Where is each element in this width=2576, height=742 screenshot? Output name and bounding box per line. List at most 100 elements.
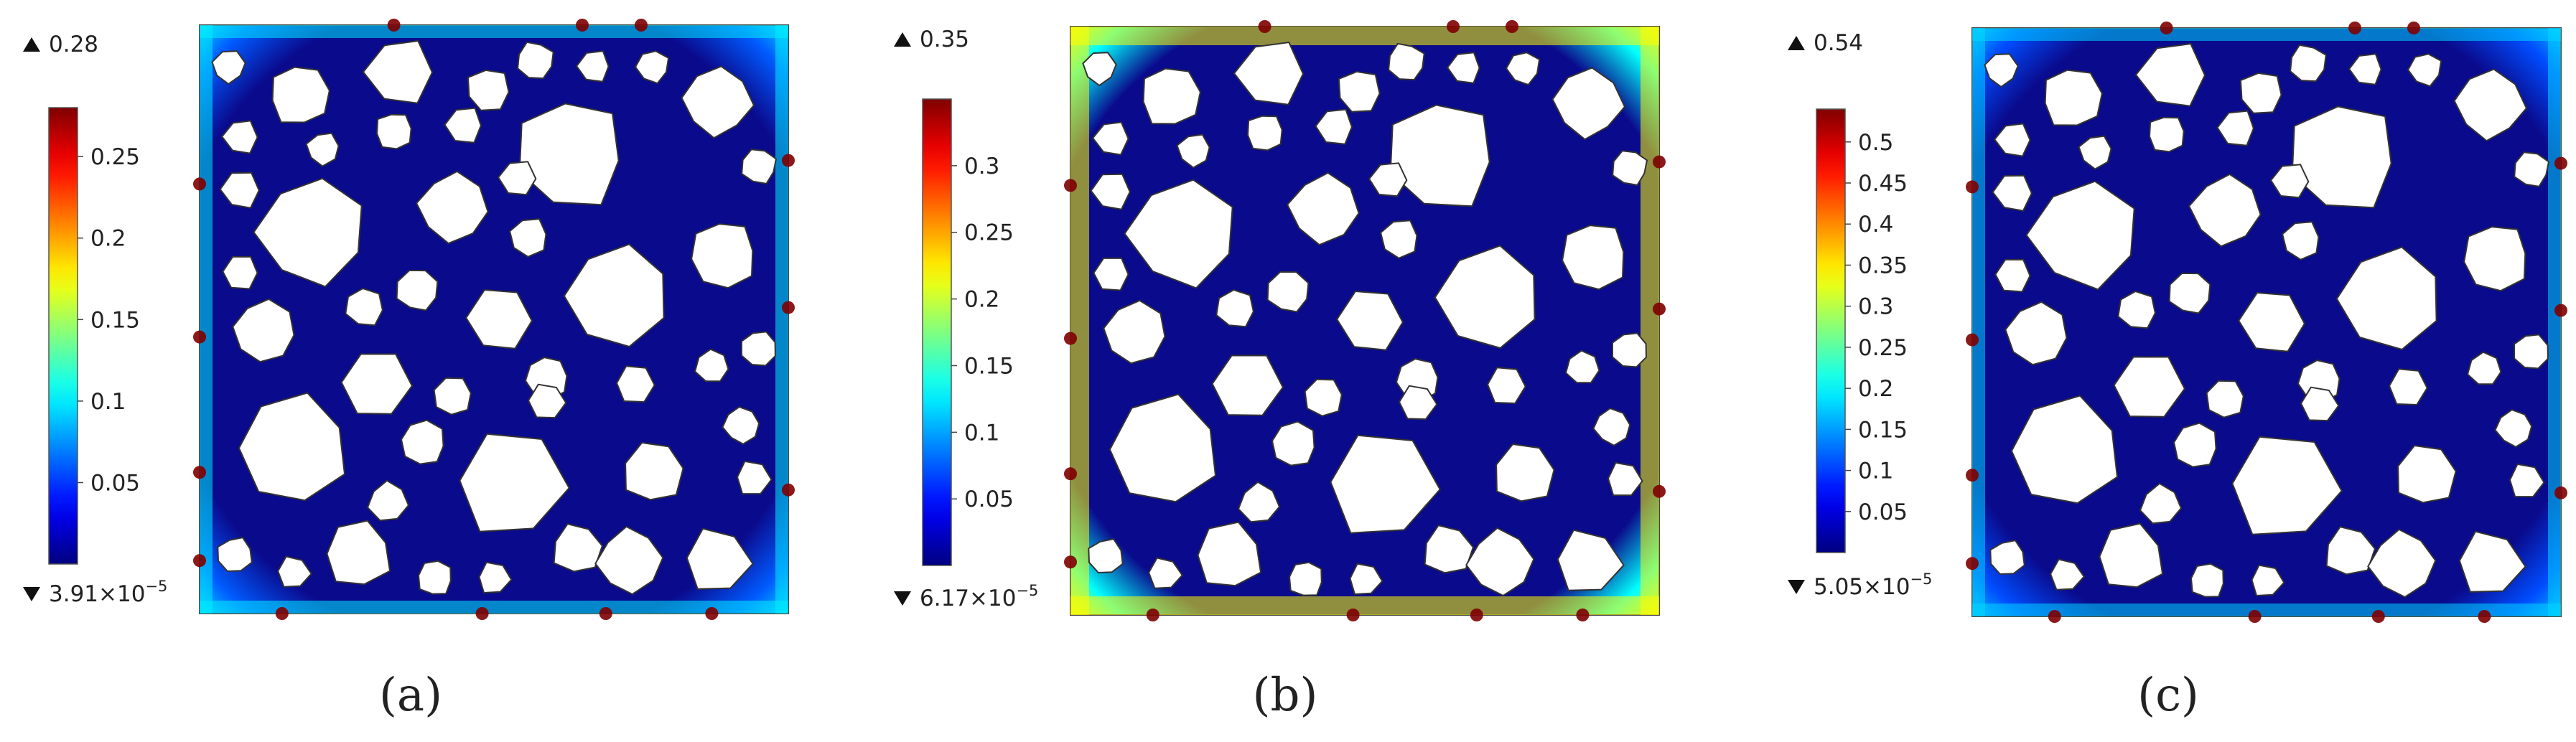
min-value-label-c: 5.05×10−5 — [1788, 570, 1932, 600]
aggregate-particle — [2251, 564, 2285, 597]
colorbar-tick-label: 0.25 — [1858, 335, 1908, 361]
edge-band-c — [1972, 28, 2561, 41]
aggregate-particle — [2514, 151, 2550, 188]
aggregate-particle — [736, 460, 773, 495]
aggregate-particle — [1288, 561, 1322, 596]
aggregate-particle — [2290, 44, 2327, 83]
aggregate-particle — [2044, 69, 2103, 126]
aggregate-particle — [2453, 68, 2528, 142]
aggregate-particle — [741, 149, 778, 185]
aggregate-particle — [238, 392, 346, 502]
aggregate-particle — [1266, 271, 1310, 313]
colorbar-tick-label: 0.2 — [1858, 376, 1893, 402]
colorbar-tick-label: 0.35 — [1858, 253, 1908, 278]
aggregate-particle — [1989, 539, 2025, 576]
stress-hotspot — [2554, 156, 2567, 170]
edge-band-b — [1070, 27, 1089, 615]
aggregate-particle — [2099, 522, 2164, 588]
stress-hotspot — [1576, 609, 1590, 621]
max-value-label-b: 0.35 — [894, 27, 969, 52]
aggregate-particle — [345, 287, 383, 327]
down-triangle-icon — [894, 591, 911, 606]
aggregate-particle — [2139, 482, 2183, 525]
stress-hotspot — [193, 554, 206, 568]
max-value-text: 0.54 — [1814, 30, 1863, 56]
colorbar-tick-label: 0.2 — [964, 287, 999, 313]
min-value-label-b: 6.17×10−5 — [894, 582, 1038, 611]
aggregate-particle — [1147, 557, 1183, 589]
edge-band-a — [200, 25, 213, 614]
aggregate-particle — [1246, 115, 1283, 151]
aggregate-particle — [1495, 443, 1555, 502]
aggregate-particle — [2239, 72, 2282, 114]
colorbar-tick-label: 0.05 — [1858, 499, 1908, 525]
aggregate-particle — [1486, 367, 1526, 405]
aggregate-particle — [2078, 135, 2112, 170]
aggregate-particle — [1398, 385, 1438, 421]
stress-hotspot — [1146, 609, 1159, 621]
aggregate-particle — [2514, 334, 2549, 370]
aggregate-particle — [1176, 133, 1210, 169]
stress-hotspot — [599, 607, 612, 620]
panel-c: 0.5 0.45 0.4 0.35 0.3 0.25 0.2 0.15 0.1 0.05 0.54 5… — [1788, 22, 2567, 722]
panel-b: 0.3 0.25 0.2 0.15 0.1 0.05 0.35 6.17×10−5 (b) — [894, 20, 1666, 722]
aggregate-particle — [722, 405, 760, 445]
edge-band-a — [200, 601, 788, 614]
aggregate-particle — [2325, 525, 2376, 576]
aggregate-particle — [211, 50, 246, 85]
colorbar-tick-label: 0.25 — [964, 220, 1014, 246]
min-value-text: 3.91×10−5 — [49, 578, 167, 607]
aggregate-particle — [2010, 395, 2119, 504]
aggregate-particle — [1389, 104, 1490, 207]
stress-hotspot — [1346, 609, 1360, 621]
aggregate-particle — [340, 353, 414, 415]
aggregate-particle — [433, 377, 472, 415]
aggregate-particle — [1237, 481, 1281, 523]
min-value-text: 5.05×10−5 — [1814, 570, 1932, 600]
aggregate-particle — [232, 298, 295, 363]
edge-band-a — [200, 25, 788, 38]
aggregate-particle — [2168, 272, 2211, 314]
aggregate-particle — [2367, 528, 2437, 598]
max-value-label-a: 0.28 — [23, 32, 98, 57]
aggregate-particle — [681, 65, 755, 139]
colorbar-tick-label: 0.15 — [90, 307, 140, 333]
panel-caption-c: (c) — [2137, 669, 2199, 722]
aggregate-particle — [1434, 245, 1536, 349]
aggregate-particle — [2397, 444, 2457, 504]
aggregate-particle — [2231, 436, 2343, 535]
stress-hotspot — [193, 177, 206, 191]
aggregate-particle — [1994, 258, 2031, 293]
up-triangle-icon — [1788, 36, 1805, 50]
stress-hotspot — [1447, 20, 1460, 33]
edge-band-b — [1641, 27, 1659, 615]
aggregate-particle — [625, 441, 684, 501]
panel-caption-b: (b) — [1253, 669, 1318, 722]
aggregate-particle — [1992, 174, 2033, 212]
aggregate-particle — [1271, 421, 1315, 466]
aggregate-particle — [1505, 52, 1541, 86]
stress-hotspot — [2048, 610, 2061, 623]
aggregate-particle — [415, 170, 489, 245]
aggregate-particle — [220, 120, 258, 154]
aggregate-particle — [326, 520, 391, 586]
aggregate-particle — [2206, 380, 2244, 418]
panel-a: 0.25 0.2 0.15 0.1 0.05 0.28 3.91×10−5 (a) — [23, 19, 795, 722]
colorbar-tick-label: 0.2 — [90, 226, 126, 252]
aggregate-particle — [2291, 105, 2392, 209]
aggregate-particle — [2025, 180, 2135, 291]
stress-hotspot — [782, 483, 795, 497]
aggregate-particle — [575, 50, 610, 83]
stress-hotspot — [635, 19, 648, 32]
stress-hotspot — [1470, 609, 1483, 621]
aggregate-particle — [1330, 434, 1441, 534]
colorbar-tick-label: 0.1 — [1858, 459, 1893, 484]
colorbar-tick-label: 0.05 — [90, 471, 140, 497]
aggregate-particle — [1368, 162, 1408, 197]
aggregate-particle — [465, 288, 533, 349]
colorbar-tick-label: 0.1 — [964, 420, 999, 446]
aggregate-particle — [1984, 53, 2019, 88]
aggregate-particle — [615, 365, 655, 403]
aggregate-particle — [417, 560, 452, 595]
aggregate-particle — [1336, 290, 1404, 351]
